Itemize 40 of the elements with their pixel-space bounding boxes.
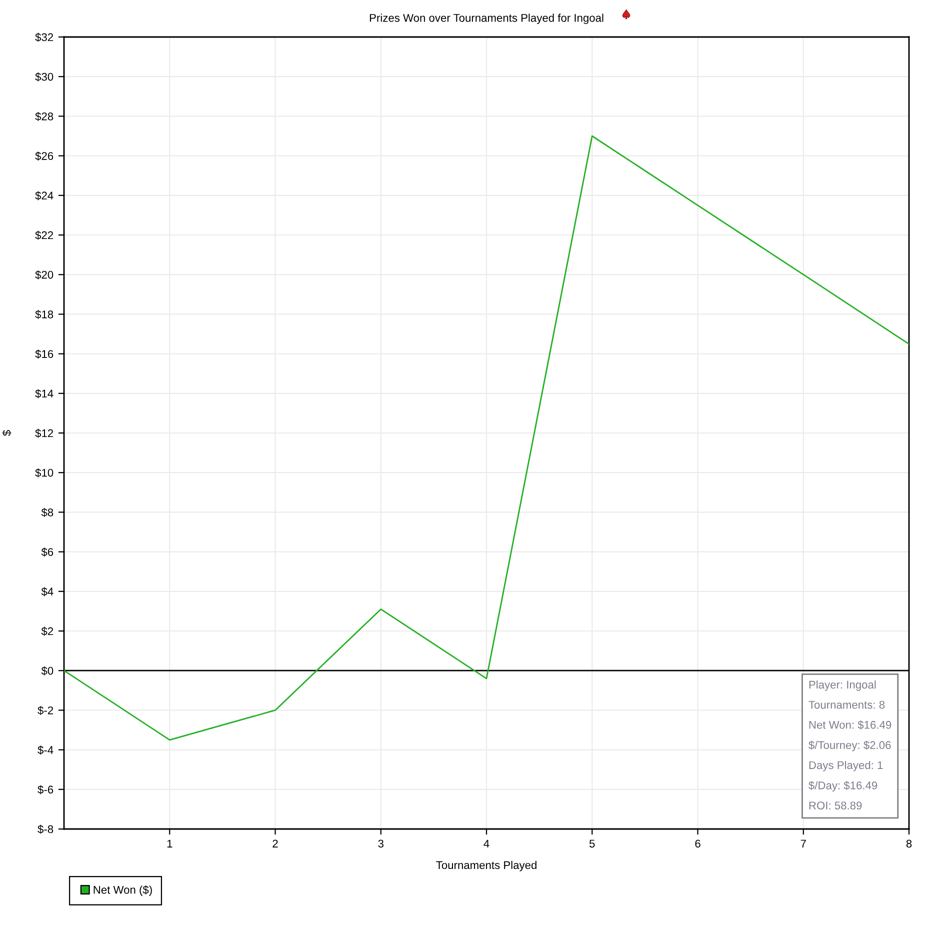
- y-tick-label: $24: [35, 191, 54, 200]
- annotation: Tournaments: 8: [808, 700, 885, 709]
- y-tick-label: $22: [35, 230, 54, 240]
- y-tick-label: $12: [35, 428, 54, 438]
- y-tick-label: $-4: [38, 746, 54, 755]
- x-tick-label: 1: [167, 840, 172, 848]
- x-tick-label: 7: [800, 840, 806, 848]
- y-tick-label: $-8: [38, 824, 54, 834]
- annotation: Days Played: 1: [809, 760, 883, 772]
- y-tick-label: $0: [41, 666, 54, 676]
- x-tick-label: 6: [695, 840, 700, 848]
- y-tick-label: $32: [35, 32, 54, 42]
- chart-title: Prizes Won over Tournaments Played for Ingoal: [370, 14, 604, 24]
- y-tick-label: $-2: [38, 706, 54, 715]
- y-tick-label: $-6: [38, 785, 54, 794]
- x-tick-label: 5: [589, 840, 595, 848]
- y-tick-label: $6: [41, 548, 54, 557]
- annotation: Player: Ingoal: [809, 680, 876, 691]
- annotation: $/Day: $16.49: [808, 781, 878, 792]
- y-tick-label: $28: [35, 112, 54, 121]
- y-tick-label: $20: [35, 270, 54, 280]
- y-tick-label: $10: [35, 468, 54, 478]
- y-tick-label: $26: [35, 152, 54, 161]
- y-tick-label: $30: [35, 72, 54, 82]
- y-tick-label: $18: [35, 310, 54, 319]
- x-axis-title: Tournaments Played: [436, 860, 536, 872]
- legend-label: Net Won ($): [94, 885, 152, 896]
- y-tick-label: $8: [41, 508, 54, 517]
- annotation: $/Tourney: $2.06: [808, 740, 891, 752]
- y-tick-label: $4: [41, 587, 54, 596]
- annotation: ROI: 58.89: [809, 802, 862, 810]
- x-tick-label: 4: [484, 840, 490, 848]
- x-tick-label: 8: [906, 840, 912, 848]
- y-tick-label: $2: [41, 626, 54, 636]
- y-tick-label: $14: [35, 389, 54, 398]
- y-axis-title: $: [2, 430, 12, 436]
- x-tick-label: 3: [378, 840, 384, 848]
- annotation: Net Won: $16.49: [809, 720, 892, 730]
- y-tick-label: $16: [35, 350, 54, 359]
- x-tick-label: 2: [272, 840, 278, 848]
